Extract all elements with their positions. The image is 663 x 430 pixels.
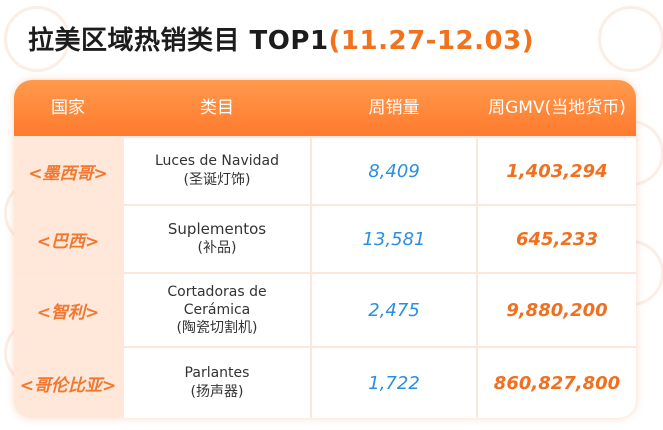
category-cell: Luces de Navidad (圣诞灯饰) <box>124 138 310 204</box>
category-spanish: Parlantes <box>184 365 250 381</box>
category-chinese: (补品) <box>197 240 237 256</box>
weekly-gmv-value: 1,403,294 <box>506 160 608 182</box>
watermark-circle <box>598 6 663 72</box>
weekly-gmv-value: 645,233 <box>516 228 598 250</box>
weekly-sales-value: 2,475 <box>368 299 420 321</box>
header-category: 类目 <box>200 98 234 118</box>
category-spanish: Cortadoras de Cerámica <box>167 283 267 318</box>
watermark-circle <box>4 6 70 72</box>
category-chinese: (圣诞灯饰) <box>183 172 251 188</box>
country-name: <巴西> <box>36 231 100 252</box>
table-row: <智利> Cortadoras de Cerámica (陶瓷切割机) 2,47… <box>14 274 636 346</box>
country-name: <墨西哥> <box>28 163 108 184</box>
title-main: 拉美区域热销类目 TOP1 <box>28 26 329 56</box>
header-country: 国家 <box>51 98 85 118</box>
weekly-sales-value: 1,722 <box>368 372 420 394</box>
category-chinese: (陶瓷切割机) <box>176 319 258 336</box>
country-name: <哥伦比亚> <box>19 375 117 396</box>
category-spanish: Suplementos <box>167 220 267 238</box>
country-name: <智利> <box>36 302 100 323</box>
weekly-sales-value: 8,409 <box>368 160 420 182</box>
sales-table: 国家 类目 周销量 周GMV(当地货币) <墨西哥> Luces de Navi… <box>14 80 636 418</box>
header-weekly-sales: 周销量 <box>368 98 420 118</box>
weekly-gmv-value: 860,827,800 <box>493 372 621 394</box>
table-row: <哥伦比亚> Parlantes (扬声器) 1,722 860,827,800 <box>14 348 636 418</box>
table-header: 国家 类目 周销量 周GMV(当地货币) <box>14 80 636 136</box>
category-cell: Suplementos (补品) <box>124 206 310 272</box>
category-cell: Parlantes (扬声器) <box>124 348 310 418</box>
weekly-gmv-value: 9,880,200 <box>506 299 608 321</box>
table-row: <墨西哥> Luces de Navidad (圣诞灯饰) 8,409 1,40… <box>14 138 636 204</box>
category-spanish: Luces de Navidad <box>154 153 279 169</box>
category-chinese: (扬声器) <box>190 384 244 400</box>
page-title: 拉美区域热销类目 TOP1(11.27-12.03) <box>28 20 534 57</box>
table-row: <巴西> Suplementos (补品) 13,581 645,233 <box>14 206 636 272</box>
weekly-sales-value: 13,581 <box>362 228 426 250</box>
category-cell: Cortadoras de Cerámica (陶瓷切割机) <box>124 274 310 346</box>
header-weekly-gmv: 周GMV(当地货币) <box>488 98 626 118</box>
title-date-range: (11.27-12.03) <box>328 26 535 56</box>
